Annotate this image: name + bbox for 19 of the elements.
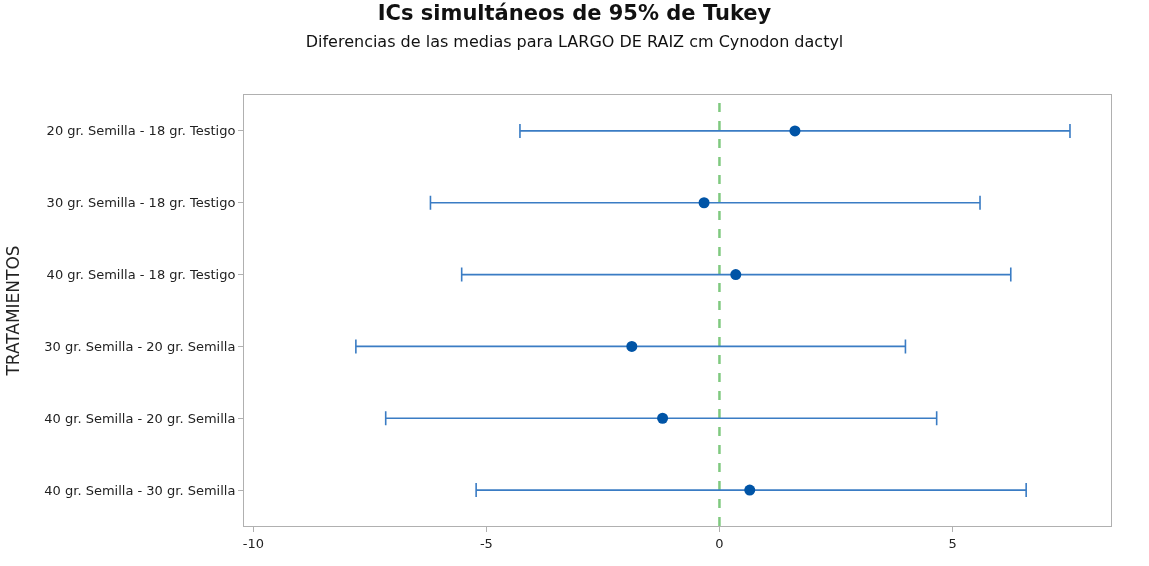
y-tick-label: 20 gr. Semilla - 18 gr. Testigo [46,123,236,139]
x-tick-label: 0 [715,535,724,551]
point [730,269,742,281]
point [698,197,710,209]
y-tick-label: 30 gr. Semilla - 18 gr. Testigo [46,195,236,211]
chart-subtitle: Diferencias de las medias para LARGO DE RAIZ cm Cynodon dactyl [305,32,844,52]
y-axis-title: TRATAMIENTOS [2,245,23,377]
x-tick-label: -10 [242,535,264,551]
y-tick-label: 40 gr. Semilla - 18 gr. Testigo [46,267,236,283]
y-tick-label: 40 gr. Semilla - 20 gr. Semilla [44,410,236,426]
point [626,340,638,352]
x-tick-label: 5 [948,535,957,551]
x-tick-label: -5 [479,535,493,551]
point [789,125,801,137]
chart-title: ICs simultáneos de 95% de Tukey [377,0,772,25]
point [744,484,756,496]
y-tick-label: 30 gr. Semilla - 20 gr. Semilla [44,338,236,354]
y-tick-label: 40 gr. Semilla - 30 gr. Semilla [44,482,236,498]
point [657,412,669,424]
